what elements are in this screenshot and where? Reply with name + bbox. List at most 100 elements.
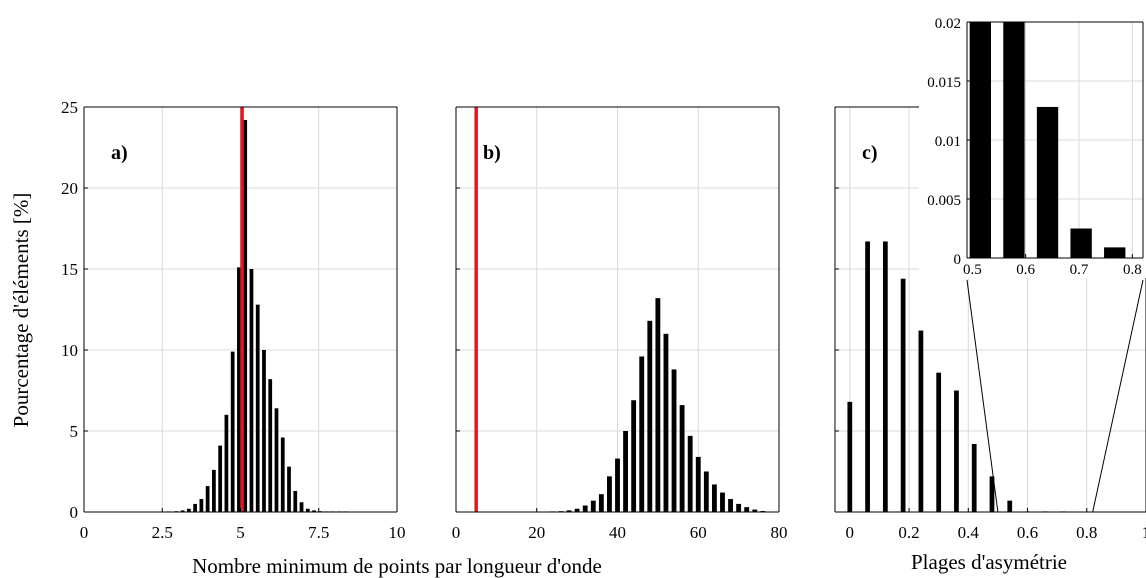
histogram-bar [989, 476, 995, 512]
x-tick-label: 0.8 [1123, 262, 1142, 278]
histogram-bar [720, 492, 725, 512]
histogram-bar [312, 510, 316, 512]
histogram-bar [574, 508, 580, 512]
histogram-bar [205, 486, 210, 512]
y-tick-label: 25 [61, 98, 78, 117]
histogram-bar [1104, 247, 1126, 258]
x-tick-label: 1 [1142, 523, 1146, 542]
x-tick-label: 0.6 [1017, 523, 1038, 542]
x-tick-label: 5 [236, 523, 245, 542]
panel-c-inset: 0.5 0.6 0.7 0.8 0 0.005 0.01 0.015 0.02 [927, 16, 1144, 278]
zoom-connector-right [1092, 279, 1144, 513]
histogram-bar [1007, 500, 1013, 512]
x-tick-label: 0.5 [963, 262, 982, 278]
histogram-bar [243, 119, 248, 513]
y-tick-label: 0.02 [935, 16, 961, 32]
histogram-bar [671, 369, 677, 512]
histogram-bar [971, 443, 977, 512]
histogram-bar [865, 241, 870, 512]
panel-b: 0 20 40 60 80 b) [452, 106, 788, 542]
y-tick-label: 0 [954, 252, 962, 268]
histogram-bar [847, 401, 853, 512]
histogram-bar [230, 351, 235, 512]
histogram-bar [695, 456, 701, 512]
histogram-bar [180, 510, 185, 512]
histogram-bar [255, 304, 260, 512]
histogram-bar [900, 278, 906, 512]
histogram-bar [590, 500, 596, 512]
x-tick-label: 40 [609, 523, 626, 542]
histogram-bar [249, 269, 254, 512]
histogram-bar [199, 499, 204, 512]
x-tick-label: 0.7 [1070, 262, 1089, 278]
y-tick-label: 20 [61, 179, 78, 198]
histogram-bar [703, 471, 709, 512]
x-tick-label: 0.2 [898, 523, 919, 542]
y-tick-label: 0.01 [935, 134, 961, 150]
histogram-bar [262, 350, 266, 512]
histogram-bar [299, 502, 304, 512]
histogram-bar [882, 241, 888, 512]
y-tick-label: 15 [61, 260, 78, 279]
histogram-bar [936, 372, 942, 512]
x-axis-title-ab: Nombre minimum de points par longueur d'… [192, 554, 602, 578]
histogram-bar [969, 22, 991, 258]
x-tick-label: 60 [690, 523, 707, 542]
y-tick-label: 0.005 [927, 193, 961, 209]
histogram-bar [274, 408, 279, 512]
histogram-bar [193, 503, 197, 512]
histogram-bar [711, 484, 717, 512]
y-tick-label: 5 [70, 422, 79, 441]
histogram-bar [639, 356, 645, 512]
histogram-bar [1070, 228, 1092, 258]
histogram-bar [679, 405, 685, 512]
x-tick-label: 80 [771, 523, 788, 542]
histogram-bar [1003, 22, 1025, 258]
x-tick-label: 0 [846, 523, 855, 542]
histogram-bar [647, 320, 653, 512]
panel-label-c: c) [862, 142, 878, 164]
inset-background [919, 16, 1146, 278]
histogram-bar [268, 379, 273, 512]
y-tick-label: 0 [70, 503, 79, 522]
histogram-bar [687, 435, 693, 512]
x-tick-label: 7.5 [308, 523, 329, 542]
y-tick-label: 0.015 [927, 75, 961, 91]
histogram-bar [736, 503, 742, 512]
histogram-bar [918, 330, 924, 512]
histogram-bar [607, 476, 612, 512]
histogram-bar [631, 400, 637, 512]
y-axis-title: Pourcentage d'éléments [%] [9, 193, 33, 428]
histogram-bar [237, 267, 241, 512]
histogram-bar [598, 494, 604, 512]
histogram-bar [305, 508, 310, 512]
histogram-bar [752, 509, 758, 512]
histogram-bar [186, 508, 191, 512]
histogram-bar [623, 431, 628, 512]
histogram-bar [655, 298, 661, 512]
histogram-bar [615, 458, 620, 512]
histogram-bar [280, 437, 285, 512]
histogram-bar [566, 510, 572, 512]
x-tick-label: 20 [528, 523, 545, 542]
zoom-connector-left [966, 279, 999, 513]
histogram-bar [218, 445, 223, 512]
y-tick-label: 10 [61, 341, 78, 360]
histogram-bar [1036, 106, 1059, 259]
histogram-bar [224, 414, 229, 512]
x-tick-label: 0.8 [1076, 523, 1097, 542]
histogram-bar [663, 333, 669, 512]
x-tick-label: 0 [452, 523, 461, 542]
histogram-bar [293, 490, 298, 512]
histogram-bar [582, 505, 588, 512]
x-tick-label: 10 [389, 523, 406, 542]
panel-a: 0 2.5 5 7.5 10 0 5 10 15 20 25 a) [61, 98, 406, 542]
x-tick-label: 0.6 [1016, 262, 1035, 278]
histogram-bar [212, 469, 216, 512]
histogram-bar [728, 499, 733, 512]
histogram-bar [744, 507, 750, 512]
x-tick-label: 2.5 [152, 523, 173, 542]
x-tick-label: 0.4 [958, 523, 980, 542]
x-axis-title-c: Plages d'asymétrie [911, 550, 1067, 574]
